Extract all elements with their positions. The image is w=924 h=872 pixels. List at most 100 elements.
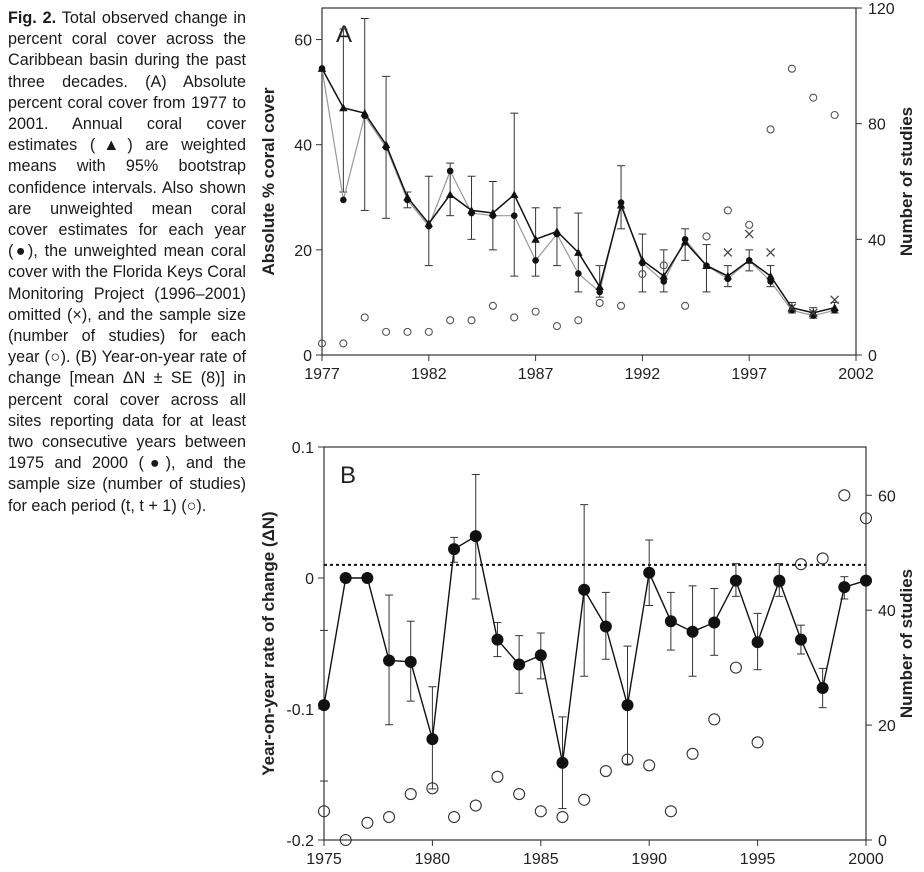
panel-b-y2-tick-label: 20 xyxy=(878,718,896,735)
panel-b-x-tick-label: 1975 xyxy=(306,851,342,868)
panel-b-mean-change-point xyxy=(361,572,374,584)
panel-a-no-florida-point xyxy=(744,229,754,239)
panel-b-mean-change-point xyxy=(469,530,482,543)
panel-b-chart: B 1975 1980 1985 1990 1995 2000 -0.2 -0.1 0 0.1 0 20… xyxy=(259,440,916,868)
panel-a-studies-point xyxy=(766,125,775,134)
panel-b-y-tick-label: -0.2 xyxy=(286,833,314,850)
panel-a-studies-point xyxy=(702,232,711,241)
panel-b-mean-change-point xyxy=(838,581,851,594)
panel-b-mean-change-point xyxy=(599,620,612,633)
panel-a-no-florida-point xyxy=(787,303,797,313)
panel-b-mean-change-point xyxy=(751,636,764,649)
panel-a-studies-point xyxy=(403,327,412,336)
panel-a-no-florida-point xyxy=(723,248,733,257)
panel-b-x-tick-label: 1990 xyxy=(631,851,667,868)
panel-b-studies-point xyxy=(729,661,742,674)
panel-a-x-tick-label: 1997 xyxy=(731,366,767,383)
panel-a-studies-point xyxy=(510,313,519,322)
panel-a-studies-point xyxy=(574,316,583,325)
panel-a-y2-tick-label: 120 xyxy=(868,1,895,18)
figure-caption: Fig. 2. Total observed change in percent… xyxy=(8,8,246,517)
panel-a-weighted-mean-point xyxy=(595,282,604,291)
panel-a-studies-point xyxy=(360,313,369,322)
panel-a-studies-point xyxy=(446,316,455,325)
panel-b-mean-change-point xyxy=(664,615,677,628)
panel-a-x-tick-label: 1992 xyxy=(625,366,661,383)
panel-a-unweighted-mean-point xyxy=(660,278,668,285)
panel-a-weighted-mean-point xyxy=(680,237,690,246)
panel-b-x-tick-label: 1985 xyxy=(523,851,559,868)
panel-b-studies-point xyxy=(578,793,591,806)
panel-b-studies-point xyxy=(751,736,764,749)
panel-b-x-tick-label: 1995 xyxy=(740,851,776,868)
panel-a-weighted-mean-point xyxy=(638,256,647,264)
panel-a-no-florida-point xyxy=(830,295,840,305)
panel-a-weighted-mean-point xyxy=(616,200,626,209)
panel-a-no-florida-point xyxy=(808,308,818,318)
panel-a-x-tick-label: 1982 xyxy=(411,366,447,383)
panel-b-studies-point xyxy=(426,782,439,795)
panel-b-mean-change-point xyxy=(556,756,569,769)
panel-a-y2-tick-label: 40 xyxy=(868,232,886,249)
panel-b-studies-point xyxy=(708,713,721,726)
panel-a-weighted-mean-point xyxy=(702,261,711,269)
panel-a-studies-point xyxy=(552,322,562,331)
panel-b-y2-tick-label: 40 xyxy=(878,603,896,620)
panel-a-unweighted-mean-point xyxy=(340,196,347,204)
panel-b-studies-point xyxy=(317,805,331,818)
panel-a-y-tick-label: 60 xyxy=(294,33,312,50)
panel-a-y2-axis-label: Number of studies xyxy=(897,107,916,256)
panel-b-y-axis-label: Year-on-year rate of change (ΔN) xyxy=(259,511,278,775)
panel-b-studies-point xyxy=(794,558,808,571)
panel-a-weighted-mean-point xyxy=(317,64,327,72)
panel-b-mean-change-point xyxy=(860,574,872,587)
panel-a-unweighted-mean-point xyxy=(532,257,539,264)
panel-b-y-tick-label: 0 xyxy=(305,571,314,588)
panel-a-x-tick-label: 1977 xyxy=(304,366,340,383)
panel-b-mean-change-line xyxy=(323,534,867,763)
panel-a-studies-point xyxy=(830,110,839,120)
panel-b-mean-change-point xyxy=(404,655,417,668)
panel-a-weighted-mean-point xyxy=(830,303,839,312)
panel-b-studies-point xyxy=(816,552,829,565)
panel-a-x-tick-label: 2002 xyxy=(838,366,874,383)
panel-a-weighted-mean-point xyxy=(659,271,668,280)
panel-a-weighted-mean-point xyxy=(381,140,391,149)
panel-a-weighted-mean-point xyxy=(745,256,754,264)
figure-caption-label: Fig. 2. xyxy=(8,9,57,27)
panel-a-studies-point xyxy=(382,327,391,336)
panel-a-weighted-mean-point xyxy=(403,193,412,201)
panel-b-mean-change-point xyxy=(643,566,656,579)
panel-b-studies-point xyxy=(513,787,526,801)
panel-b-mean-change-point xyxy=(794,633,807,646)
panel-a-x-tick-label: 1987 xyxy=(518,366,554,383)
panel-a-weighted-mean-point xyxy=(510,190,519,199)
panel-a-studies-point xyxy=(317,339,327,348)
panel-a-studies-point xyxy=(787,64,796,73)
panel-b-mean-change-point xyxy=(426,733,439,746)
panel-a-unweighted-mean-point xyxy=(575,270,582,277)
panel-b-studies-point xyxy=(686,747,699,760)
panel-b-mean-change-point xyxy=(729,574,742,587)
panel-b-studies-point xyxy=(361,816,374,829)
panel-b-mean-change-point xyxy=(621,699,634,712)
panel-a-label: A xyxy=(336,21,352,48)
panel-b-studies-point xyxy=(382,810,396,824)
panel-b-y-tick-label: 0.1 xyxy=(292,440,314,457)
panel-a-weighted-mean-point xyxy=(488,208,498,217)
panel-b-mean-change-point xyxy=(513,658,526,671)
panel-a-studies-point xyxy=(467,316,476,325)
panel-a-weighted-mean-point xyxy=(766,271,775,280)
panel-b-mean-change-point xyxy=(816,682,829,695)
panel-a-studies-point xyxy=(488,301,497,310)
panel-a-weighted-mean-point xyxy=(723,271,733,280)
panel-a-y-tick-label: 0 xyxy=(303,348,312,365)
panel-b-mean-change-point xyxy=(686,625,699,638)
panel-b-studies-point xyxy=(469,799,482,812)
panel-b-plot-frame xyxy=(323,446,867,841)
panel-b-mean-change-point xyxy=(491,633,504,646)
panel-a-weighted-mean-point xyxy=(467,206,476,214)
panel-a-unweighted-mean-point xyxy=(767,278,774,285)
